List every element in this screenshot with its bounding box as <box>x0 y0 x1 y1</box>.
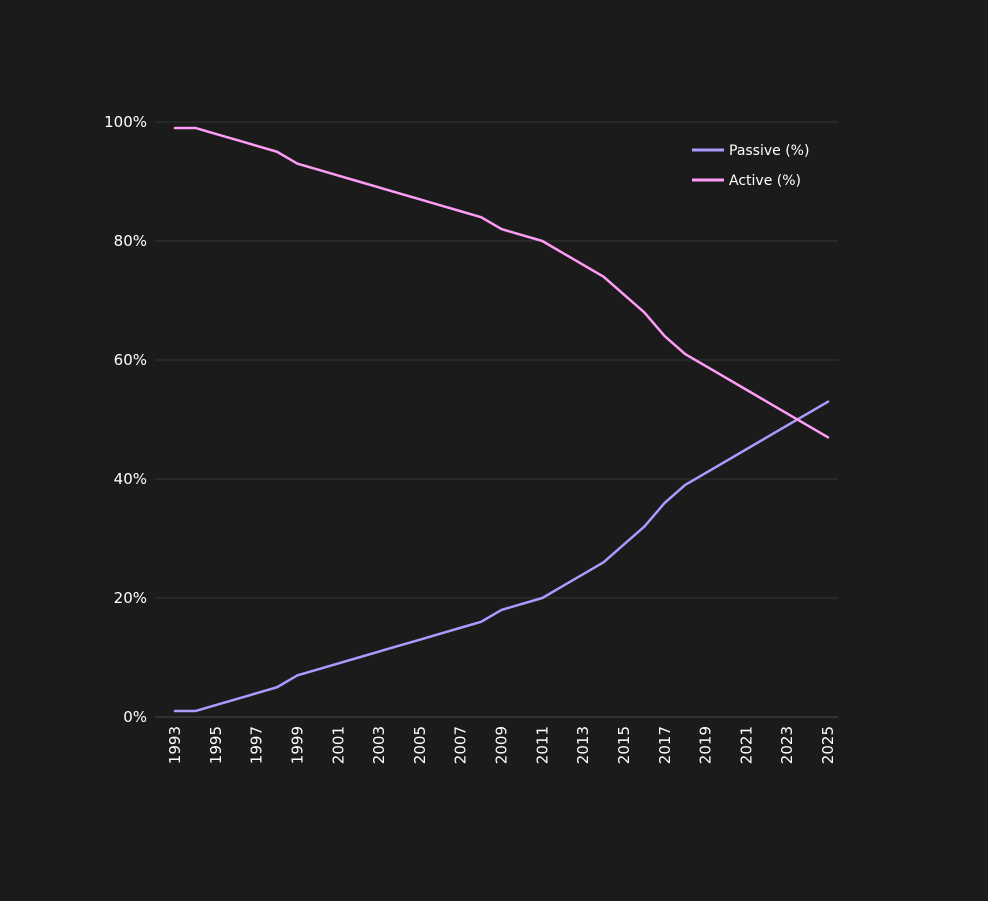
x-tick-label: 2019 <box>697 726 715 764</box>
x-axis-ticks: 1993 1995 1997 1999 2001 2003 2005 2007 2009 2011… <box>166 726 837 764</box>
legend: Passive (%) Active (%) <box>692 143 809 189</box>
y-tick-label: 60% <box>114 351 147 369</box>
legend-label: Passive (%) <box>729 143 809 159</box>
x-tick-label: 2013 <box>574 726 592 764</box>
series-line-passive <box>173 400 830 713</box>
legend-item-active: Active (%) <box>692 173 801 189</box>
y-tick-label: 20% <box>114 589 147 607</box>
x-tick-label: 1999 <box>288 726 306 764</box>
x-tick-label: 2025 <box>819 726 837 764</box>
x-tick-label: 2007 <box>452 726 470 764</box>
x-tick-label: 1995 <box>207 726 225 764</box>
x-tick-label: 2015 <box>615 726 633 764</box>
y-axis-ticks: 0% 20% 40% 60% 80% 100% <box>104 113 147 726</box>
y-tick-label: 100% <box>104 113 147 131</box>
legend-label: Active (%) <box>729 173 801 189</box>
x-tick-label: 2023 <box>778 726 796 764</box>
x-tick-label: 2009 <box>493 726 511 764</box>
x-tick-label: 2003 <box>370 726 388 764</box>
y-tick-label: 0% <box>123 708 147 726</box>
x-tick-label: 2017 <box>656 726 674 764</box>
legend-item-passive: Passive (%) <box>692 143 809 159</box>
x-tick-label: 1997 <box>248 726 266 764</box>
x-tick-label: 2005 <box>411 726 429 764</box>
x-tick-label: 2011 <box>533 726 551 764</box>
series-line-active <box>173 126 830 439</box>
series-lines <box>173 126 830 713</box>
x-tick-label: 2021 <box>737 726 755 764</box>
y-tick-label: 40% <box>114 470 147 488</box>
grid-lines <box>155 121 838 718</box>
y-tick-label: 80% <box>114 232 147 250</box>
x-tick-label: 1993 <box>166 726 184 764</box>
x-tick-label: 2001 <box>329 726 347 764</box>
